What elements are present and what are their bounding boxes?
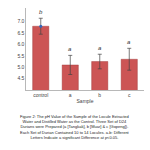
svg-text:6.5: 6.5	[17, 30, 24, 36]
svg-text:5.0: 5.0	[17, 64, 24, 70]
svg-text:control: control	[33, 92, 48, 98]
svg-text:7.0: 7.0	[17, 18, 24, 24]
svg-text:Figure 2: The pH Value of the: Figure 2: The pH Value of the Sample of …	[20, 114, 130, 140]
svg-text:a: a	[69, 92, 72, 98]
svg-text:b: b	[39, 9, 43, 15]
svg-text:a: a	[127, 39, 131, 45]
svg-text:b: b	[98, 92, 101, 98]
svg-text:6.0: 6.0	[17, 41, 24, 47]
svg-text:a: a	[98, 45, 102, 51]
svg-text:Sample: Sample	[77, 98, 94, 104]
svg-text:5.5: 5.5	[17, 53, 24, 59]
svg-text:c: c	[128, 92, 131, 98]
svg-text:a: a	[68, 46, 72, 52]
svg-text:4.5: 4.5	[17, 75, 24, 81]
